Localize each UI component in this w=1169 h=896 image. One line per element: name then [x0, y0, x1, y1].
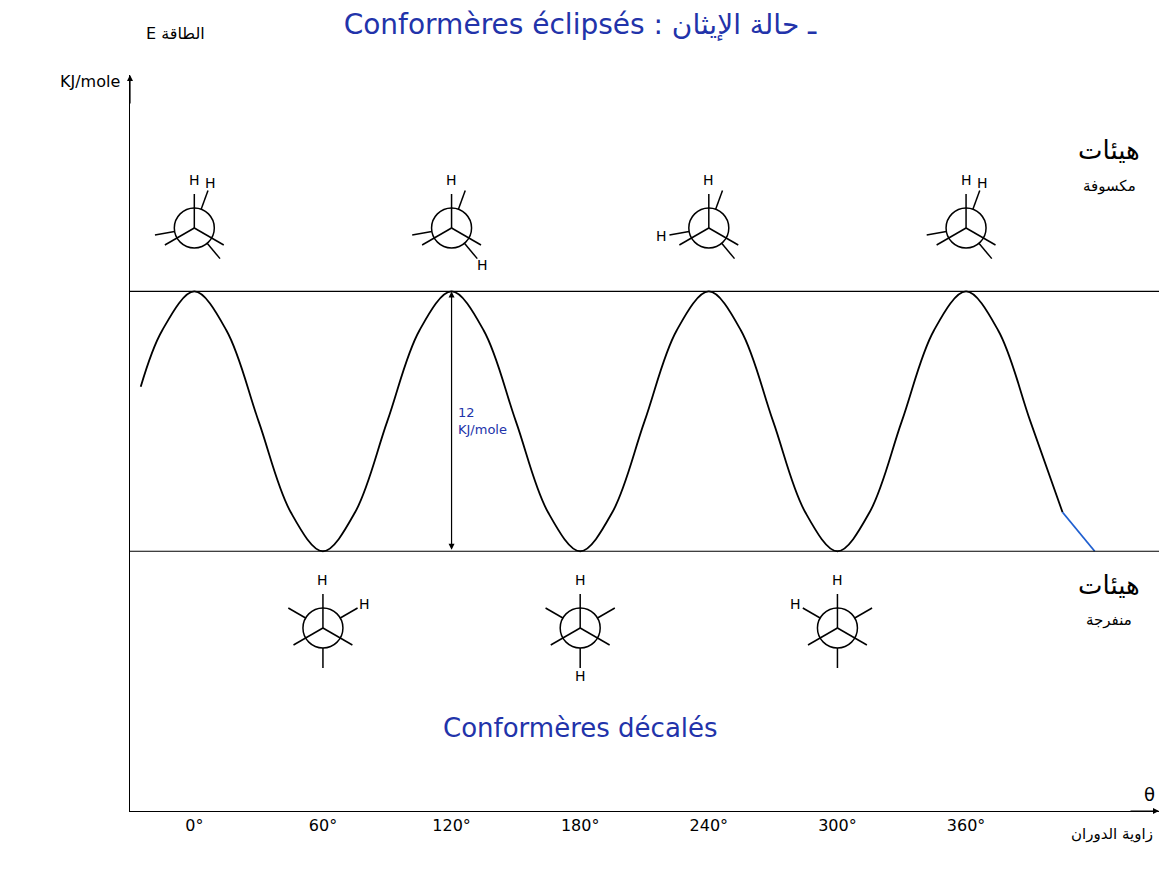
svg-text:H: H — [832, 572, 843, 588]
svg-text:E الطاقة: E الطاقة — [146, 24, 205, 43]
svg-text:H: H — [359, 596, 370, 612]
svg-text:H: H — [205, 175, 216, 191]
svg-text:H: H — [189, 172, 200, 188]
svg-text:منفرجة: منفرجة — [1086, 611, 1132, 629]
svg-text:12KJ/mole: 12KJ/mole — [458, 405, 507, 437]
svg-text:هيئات: هيئات — [1078, 570, 1140, 600]
svg-text:H: H — [977, 175, 988, 191]
svg-text:هيئات: هيئات — [1078, 135, 1140, 165]
svg-text:0°: 0° — [185, 816, 203, 835]
svg-text:Conformères décalés: Conformères décalés — [443, 713, 718, 743]
svg-text:زاوية الدوران: زاوية الدوران — [1071, 825, 1153, 843]
svg-text:120°: 120° — [432, 816, 471, 835]
svg-text:KJ/mole: KJ/mole — [60, 72, 120, 91]
svg-text:180°: 180° — [561, 816, 600, 835]
svg-text:H: H — [575, 572, 586, 588]
html-text:ـ حالة الإيثان : Conformères é: ـ حالة الإيثان : Conformères éclipsés — [343, 8, 817, 41]
svg-text:θ: θ — [1144, 784, 1155, 805]
svg-text:H: H — [656, 228, 667, 244]
svg-text:300°: 300° — [818, 816, 857, 835]
svg-text:60°: 60° — [309, 816, 337, 835]
svg-text:240°: 240° — [690, 816, 729, 835]
svg-text:H: H — [477, 257, 488, 273]
svg-text:H: H — [575, 668, 586, 684]
svg-text:مكسوفة: مكسوفة — [1083, 177, 1136, 195]
svg-text:360°: 360° — [947, 816, 986, 835]
svg-text:H: H — [703, 172, 714, 188]
svg-text:H: H — [790, 596, 801, 612]
svg-text:H: H — [961, 172, 972, 188]
svg-text:H: H — [317, 572, 328, 588]
svg-text:H: H — [446, 172, 457, 188]
